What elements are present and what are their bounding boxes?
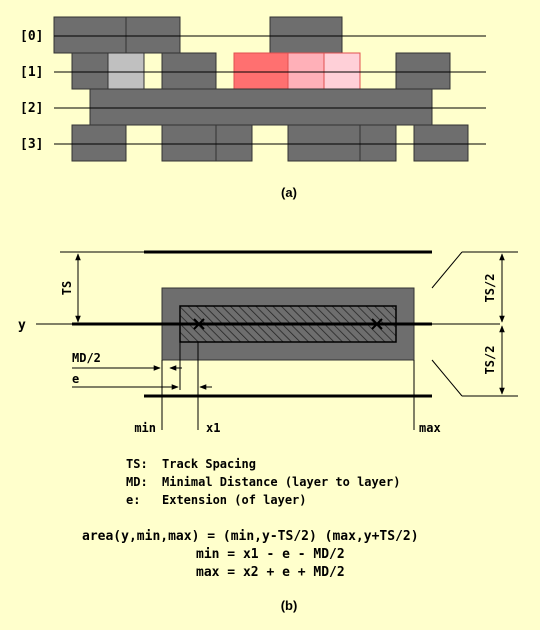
formula-max: max = x2 + e + MD/2	[196, 565, 345, 580]
md2-label: MD/2	[72, 351, 101, 365]
layer1-block-pink	[287, 52, 325, 90]
layer-label-2: [2]	[20, 101, 43, 116]
layer1-block	[395, 52, 451, 90]
x1-label: x1	[206, 421, 220, 435]
min-label: min	[134, 421, 156, 435]
layer-label-3: [3]	[20, 137, 43, 152]
layer-label-1: [1]	[20, 65, 43, 80]
layer1-block-red	[233, 52, 289, 90]
legend: TS: Track Spacing MD: Minimal Distance (…	[126, 457, 400, 507]
caption-a: (a)	[281, 185, 297, 200]
ts2-leader-bottom	[431, 359, 463, 397]
layer3-block	[161, 124, 217, 162]
layer1-block	[161, 52, 217, 90]
layer0-block	[53, 16, 127, 54]
layer0-block	[269, 16, 343, 54]
layer-label-0: [0]	[20, 29, 43, 44]
legend-text-md: Minimal Distance (layer to layer)	[162, 475, 400, 489]
max-label: max	[419, 421, 441, 435]
endpoint-marks	[193, 318, 383, 330]
layer3-block	[71, 124, 127, 162]
ts2-label-top: TS/2	[483, 274, 497, 303]
y-label: y	[18, 318, 26, 333]
panel-b: TS y TS/2 TS/2 MD/2 e min x1 max TS: Tr	[18, 250, 518, 613]
layer1-block-light-pink	[323, 52, 361, 90]
legend-text-e: Extension (of layer)	[162, 493, 307, 507]
layer1-block	[71, 52, 109, 90]
caption-b: (b)	[281, 598, 298, 613]
formula: area(y,min,max) = (min,y-TS/2) (max,y+TS…	[82, 529, 419, 580]
legend-abbr-md: MD:	[126, 475, 148, 489]
layer3-block	[215, 124, 253, 162]
ts-label: TS	[60, 281, 74, 295]
ts2-leader-top	[431, 251, 463, 289]
layer2-block	[89, 88, 433, 126]
formula-min: min = x1 - e - MD/2	[196, 547, 345, 562]
panel-a: [0] [1] [2] [3]	[20, 16, 486, 200]
e-label: e	[72, 372, 79, 386]
formula-area: area(y,min,max) = (min,y-TS/2) (max,y+TS…	[82, 529, 419, 544]
layer1-block-highlight	[107, 52, 145, 90]
legend-abbr-ts: TS:	[126, 457, 148, 471]
layer0-block	[125, 16, 181, 54]
layer3-block	[413, 124, 469, 162]
legend-text-ts: Track Spacing	[162, 457, 256, 471]
legend-abbr-e: e:	[126, 493, 140, 507]
layer3-block	[287, 124, 361, 162]
ts2-label-bottom: TS/2	[483, 346, 497, 375]
layer3-block	[359, 124, 397, 162]
